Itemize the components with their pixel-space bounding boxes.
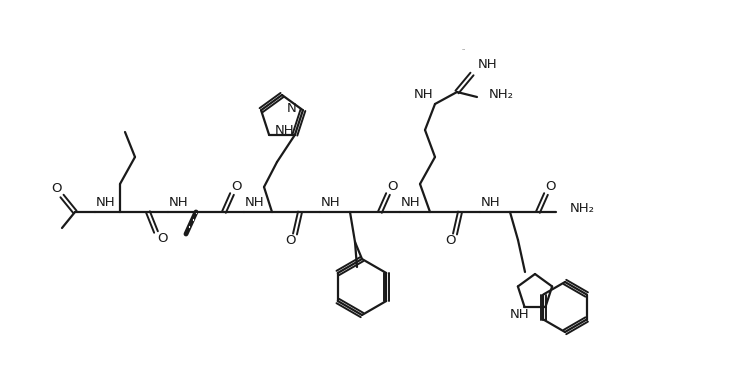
Text: O: O (50, 183, 62, 195)
Text: NH: NH (413, 87, 433, 101)
Text: NH₂: NH₂ (489, 87, 514, 101)
Text: NH: NH (321, 195, 341, 209)
Text: NH: NH (169, 195, 188, 209)
Text: O: O (546, 181, 556, 193)
Text: NH: NH (401, 195, 421, 209)
Text: O: O (446, 234, 456, 248)
Text: NH: NH (96, 195, 116, 209)
Text: NH₂: NH₂ (570, 202, 595, 216)
Text: NH: NH (478, 57, 498, 71)
Text: N: N (287, 102, 297, 115)
Text: NH: NH (510, 308, 529, 321)
Text: NH: NH (275, 124, 295, 137)
Text: NH: NH (245, 195, 265, 209)
Text: O: O (232, 181, 242, 193)
Text: NH: NH (481, 195, 501, 209)
Text: O: O (286, 234, 296, 248)
Text: O: O (388, 181, 398, 193)
Text: O: O (157, 232, 167, 245)
